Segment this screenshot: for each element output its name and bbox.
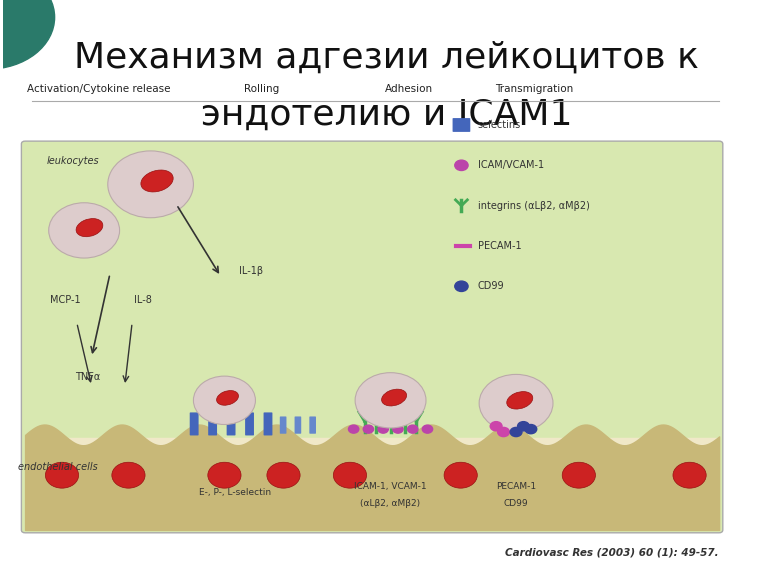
FancyBboxPatch shape [25,438,719,530]
FancyBboxPatch shape [263,412,273,435]
Text: Activation/Cytokine release: Activation/Cytokine release [27,84,170,94]
Circle shape [525,425,537,434]
Ellipse shape [76,218,103,237]
FancyBboxPatch shape [208,412,217,435]
Circle shape [194,376,256,425]
Circle shape [378,425,389,433]
Ellipse shape [562,462,595,488]
Text: (αLβ2, αMβ2): (αLβ2, αMβ2) [360,499,421,509]
Circle shape [510,427,522,437]
Text: CD99: CD99 [504,499,528,509]
Circle shape [349,425,359,433]
Circle shape [455,160,468,170]
FancyBboxPatch shape [227,412,236,435]
Ellipse shape [382,389,406,406]
Text: integrins (αLβ2, αMβ2): integrins (αLβ2, αMβ2) [478,200,590,211]
Circle shape [422,425,432,433]
Circle shape [355,373,426,428]
Text: TNFα: TNFα [75,372,101,381]
Ellipse shape [208,462,241,488]
Circle shape [408,425,418,433]
Text: PECAM-1: PECAM-1 [496,482,536,491]
Ellipse shape [507,392,533,409]
Circle shape [498,427,509,437]
Text: PECAM-1: PECAM-1 [478,241,521,251]
FancyBboxPatch shape [280,416,286,434]
Ellipse shape [45,462,78,488]
Ellipse shape [267,462,300,488]
Text: Rolling: Rolling [243,84,279,94]
Circle shape [108,151,194,218]
Text: leukocytes: leukocytes [47,156,99,166]
Ellipse shape [112,462,145,488]
Text: MCP-1: MCP-1 [51,295,81,305]
FancyBboxPatch shape [310,416,316,434]
Circle shape [518,422,529,431]
FancyBboxPatch shape [190,412,199,435]
Ellipse shape [673,462,707,488]
Text: Механизм адгезии лейкоцитов к: Механизм адгезии лейкоцитов к [74,40,700,75]
Text: selectins: selectins [478,120,521,130]
Text: E-, P-, L-selectin: E-, P-, L-selectin [200,488,272,497]
Circle shape [490,422,502,431]
Ellipse shape [141,170,174,192]
Text: Cardiovasc Res (2003) 60 (1): 49-57.: Cardiovasc Res (2003) 60 (1): 49-57. [505,548,719,558]
Text: эндотелию и ICAM1: эндотелию и ICAM1 [201,98,573,132]
Circle shape [48,203,120,258]
FancyBboxPatch shape [245,412,254,435]
Text: ICAM-1, VCAM-1: ICAM-1, VCAM-1 [354,482,427,491]
Ellipse shape [217,391,239,406]
Ellipse shape [444,462,477,488]
Circle shape [455,281,468,291]
FancyBboxPatch shape [295,416,301,434]
FancyBboxPatch shape [22,141,723,533]
Ellipse shape [333,462,366,488]
Circle shape [392,425,403,433]
Circle shape [363,425,373,433]
Circle shape [479,374,553,432]
Circle shape [0,0,55,69]
Text: CD99: CD99 [478,281,505,291]
Text: IL-1β: IL-1β [239,266,263,276]
Text: Transmigration: Transmigration [495,84,574,94]
Text: endothelial cells: endothelial cells [18,461,98,472]
Text: IL-8: IL-8 [134,295,152,305]
FancyBboxPatch shape [452,118,470,132]
Text: ICAM/VCAM-1: ICAM/VCAM-1 [478,160,544,170]
Text: Adhesion: Adhesion [385,84,433,94]
